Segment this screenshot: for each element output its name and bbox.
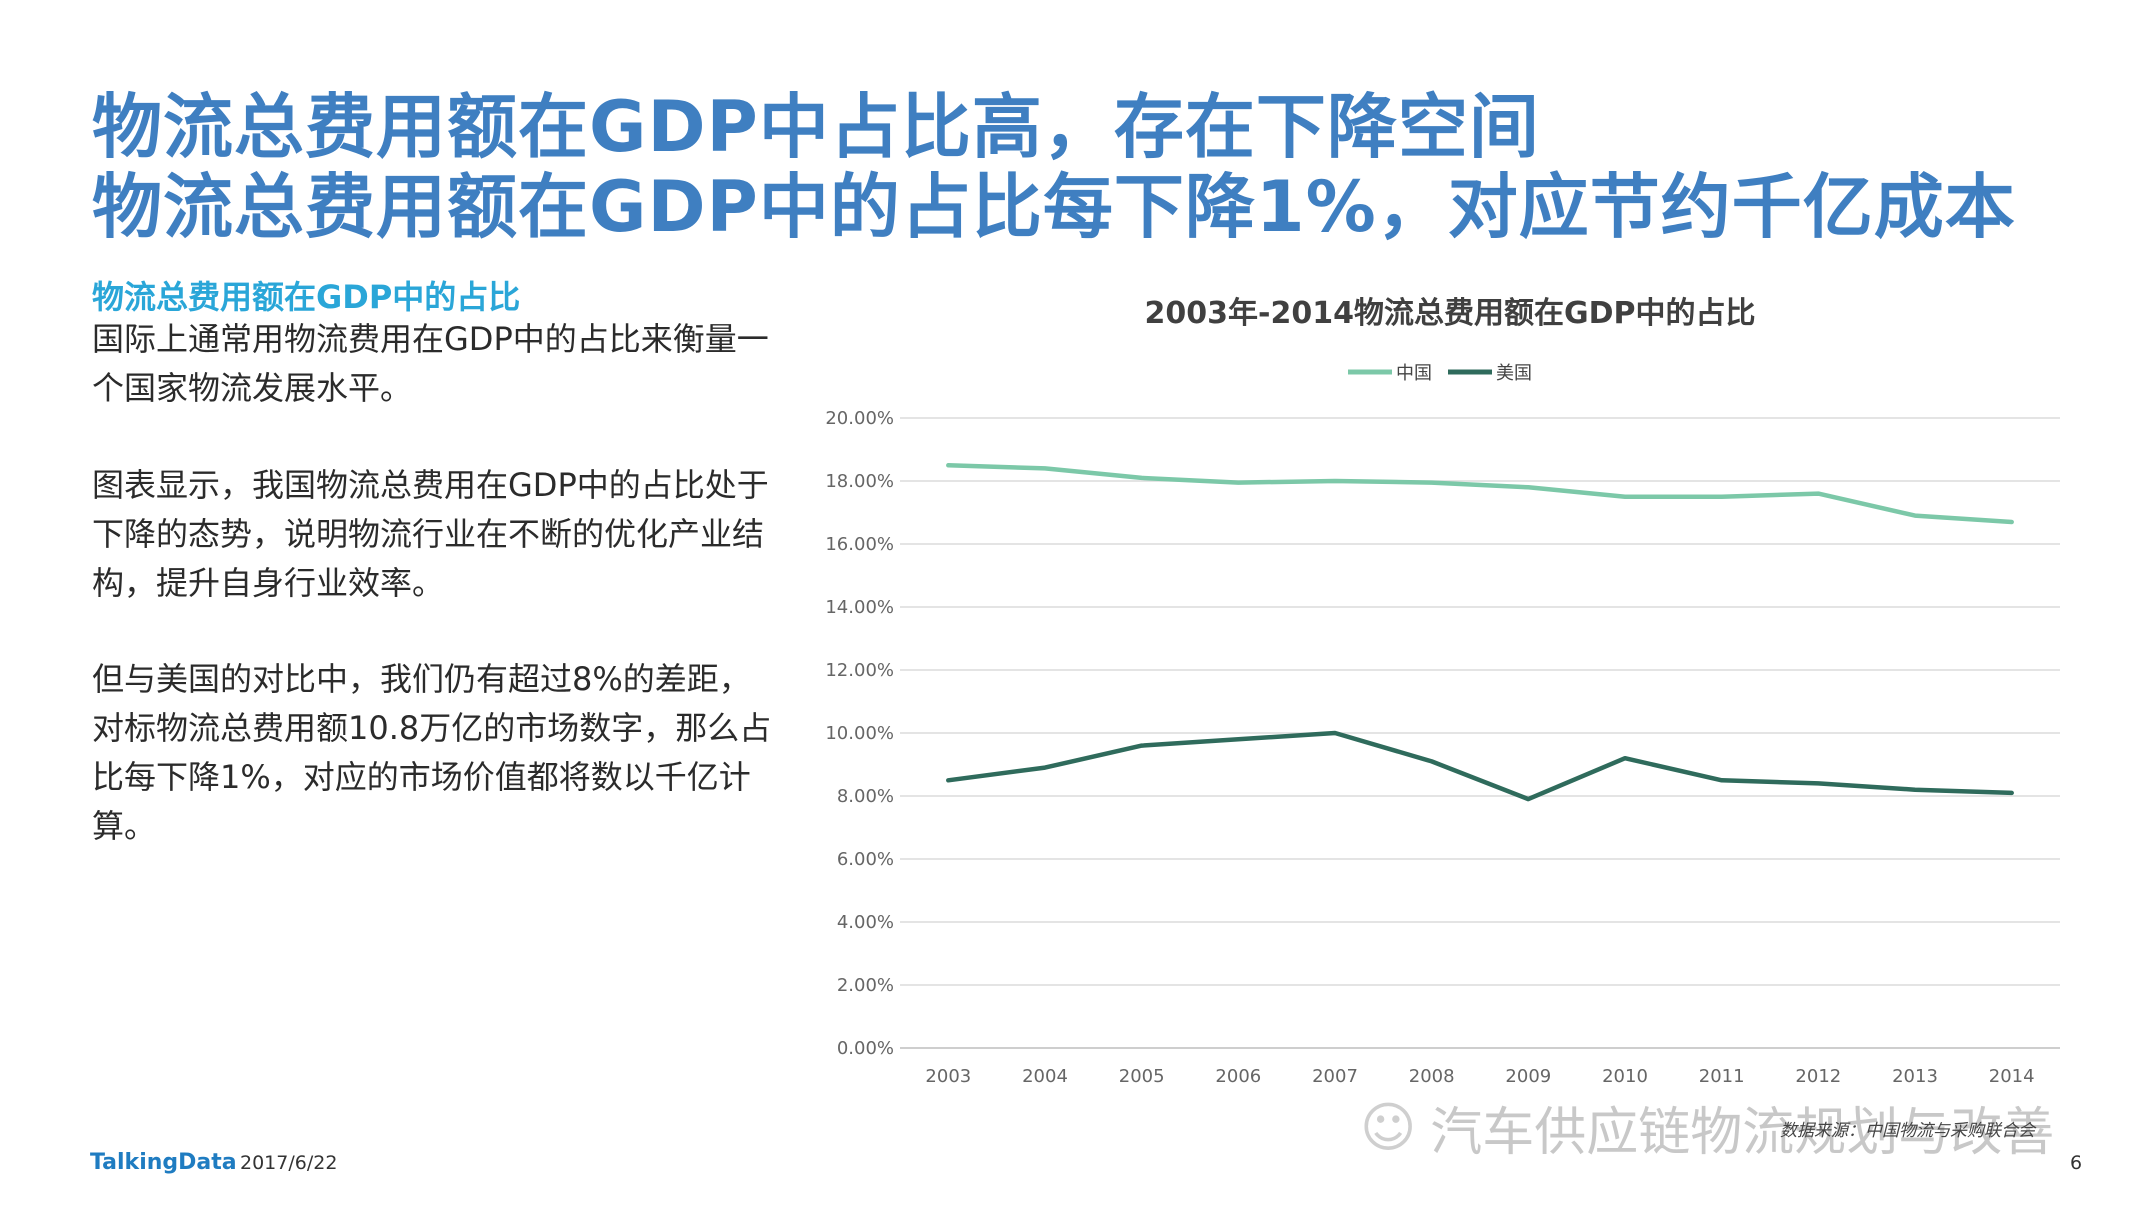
wechat-icon: ☺ [1360, 1096, 1417, 1159]
line-chart: 0.00% 2.00% 4.00% 6.00% 8.00% 10.00% 12.00% 14.… [825, 363, 2060, 1087]
x-tick-label: 2010 [1602, 1066, 1648, 1087]
y-tick-label: 4.00% [837, 912, 894, 933]
watermark: ☺ 汽车供应链物流规划与改善 [1360, 1090, 2054, 1165]
legend-label: 中国 [1396, 363, 1432, 384]
x-tick-label: 2011 [1699, 1066, 1745, 1087]
y-tick-label: 6.00% [837, 849, 894, 870]
section-subtitle: 物流总费用额在GDP中的占比 [92, 278, 521, 316]
series-line-中国 [946, 463, 2014, 525]
y-tick-label: 2.00% [837, 975, 894, 996]
y-tick-label: 0.00% [837, 1038, 894, 1059]
x-tick-label: 2005 [1119, 1066, 1165, 1087]
y-tick-label: 14.00% [825, 597, 894, 618]
paragraph-2: 图表显示，我国物流总费用在GDP中的占比处于下降的态势，说明物流行业在不断的优化… [92, 466, 769, 602]
page-title-line-2: 物流总费用额在GDP中的占比每下降1%，对应节约千亿成本 [92, 166, 2016, 248]
x-tick-label: 2012 [1795, 1066, 1841, 1087]
brand-logo: TalkingData [90, 1150, 237, 1175]
page-title-line-1: 物流总费用额在GDP中占比高，存在下降空间 [92, 86, 1540, 168]
y-tick-label: 16.00% [825, 534, 894, 555]
y-tick-label: 8.00% [837, 786, 894, 807]
paragraph-1: 国际上通常用物流费用在GDP中的占比来衡量一个国家物流发展水平。 [92, 320, 769, 407]
x-tick-label: 2006 [1215, 1066, 1261, 1087]
x-tick-label: 2014 [1989, 1066, 2035, 1087]
x-tick-label: 2007 [1312, 1066, 1358, 1087]
legend-label: 美国 [1496, 363, 1532, 384]
y-tick-label: 10.00% [825, 723, 894, 744]
watermark-text: 汽车供应链物流规划与改善 [1430, 1103, 2055, 1163]
x-tick-label: 2013 [1892, 1066, 1938, 1087]
chart-title: 2003年-2014物流总费用额在GDP中的占比 [1144, 296, 1756, 331]
paragraph-3: 但与美国的对比中，我们仍有超过8%的差距，对标物流总费用额10.8万亿的市场数字… [92, 660, 772, 845]
y-tick-label: 18.00% [825, 471, 894, 492]
page-number: 6 [2070, 1152, 2083, 1174]
x-tick-label: 2008 [1409, 1066, 1455, 1087]
date: 2017/6/22 [240, 1152, 338, 1174]
x-tick-label: 2009 [1505, 1066, 1551, 1087]
y-tick-label: 20.00% [825, 408, 894, 429]
y-tick-label: 12.00% [825, 660, 894, 681]
x-tick-label: 2003 [925, 1066, 971, 1087]
series-line-美国 [946, 730, 2014, 802]
x-tick-label: 2004 [1022, 1066, 1068, 1087]
data-source: 数据来源：中国物流与采购联合会 [1780, 1121, 2035, 1141]
